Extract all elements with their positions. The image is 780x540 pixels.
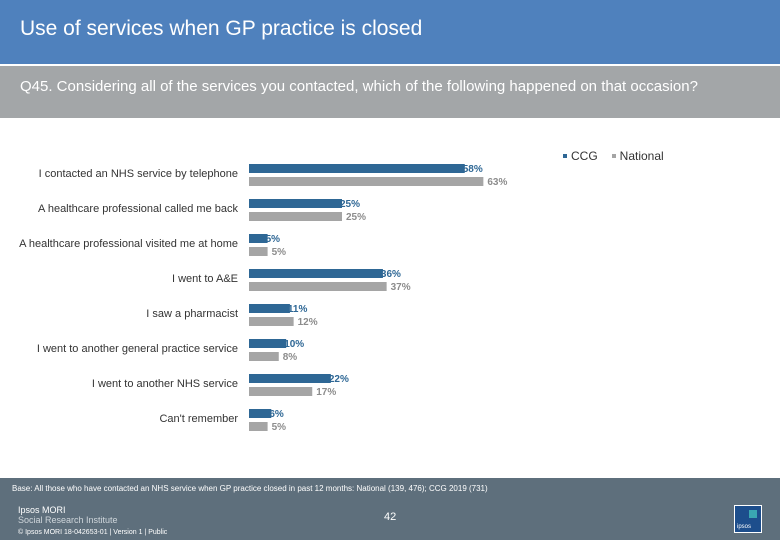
bar-ccg <box>249 339 287 348</box>
base-note: Base: All those who have contacted an NH… <box>12 484 488 493</box>
footer: Base: All those who have contacted an NH… <box>0 478 780 540</box>
bar-ccg <box>249 199 342 208</box>
ipsos-mori-logo: Ipsos MORI Social Research Institute <box>18 505 118 525</box>
page-title: Use of services when GP practice is clos… <box>20 17 423 40</box>
data-label-ccg: 5% <box>266 234 281 245</box>
bar-ccg <box>249 409 272 418</box>
data-label-ccg: 22% <box>329 374 349 385</box>
data-label-national: 5% <box>272 247 287 258</box>
logo-line-1: Ipsos MORI <box>18 505 66 515</box>
legend-swatch-ccg <box>563 154 567 158</box>
legend-item-ccg: CCG <box>563 149 598 163</box>
logo-mark-text: ipsos <box>737 524 752 530</box>
category-label: A healthcare professional visited me at … <box>19 238 238 250</box>
category-label: I went to another general practice servi… <box>37 343 238 355</box>
data-label-national: 5% <box>272 422 287 433</box>
data-label-ccg: 6% <box>269 409 284 420</box>
chart-legend: CCG National <box>563 149 664 163</box>
data-label-national: 12% <box>298 317 318 328</box>
legend-label-national: National <box>619 149 664 163</box>
ipsos-logo-icon: ipsos <box>734 505 762 533</box>
data-label-national: 17% <box>316 387 336 398</box>
data-label-national: 37% <box>391 282 411 293</box>
data-label-ccg: 25% <box>340 199 360 210</box>
bar-national <box>249 422 268 431</box>
title-bar: Use of services when GP practice is clos… <box>0 0 780 64</box>
legend-item-national: National <box>611 149 664 163</box>
data-label-ccg: 11% <box>288 304 308 315</box>
bar-national <box>249 352 279 361</box>
data-label-ccg: 10% <box>284 339 304 350</box>
data-label-national: 25% <box>346 212 366 223</box>
legend-swatch-national <box>611 154 616 158</box>
bar-national <box>249 282 387 291</box>
bar-national <box>249 212 342 221</box>
bar-ccg <box>249 234 268 243</box>
data-label-national: 63% <box>487 177 507 188</box>
bar-ccg <box>249 164 465 173</box>
category-label: Can't remember <box>159 413 238 425</box>
category-label: I contacted an NHS service by telephone <box>39 168 238 180</box>
data-label-ccg: 58% <box>463 164 483 175</box>
bar-national <box>249 387 313 396</box>
bar-chart: I contacted an NHS service by telephone 5… <box>19 164 507 433</box>
bar-ccg <box>249 374 331 383</box>
bar-national <box>249 247 268 256</box>
question-text: Q45. Considering all of the services you… <box>20 78 698 95</box>
bar-ccg <box>249 269 383 278</box>
logo-accent <box>749 510 757 518</box>
category-label: I went to another NHS service <box>92 378 238 390</box>
bar-national <box>249 317 294 326</box>
category-label: A healthcare professional called me back <box>38 203 238 215</box>
logo-line-2: Social Research Institute <box>18 515 118 525</box>
legend-label-ccg: CCG <box>571 149 598 163</box>
bar-national <box>249 177 484 186</box>
question-bar: Q45. Considering all of the services you… <box>0 66 780 118</box>
data-label-ccg: 36% <box>381 269 401 280</box>
data-label-national: 8% <box>283 352 298 363</box>
page-number: 42 <box>384 511 397 523</box>
bar-ccg <box>249 304 290 313</box>
category-label: I went to A&E <box>172 273 238 285</box>
copyright-text: © Ipsos MORI 18-042653-01 | Version 1 | … <box>18 529 168 536</box>
category-label: I saw a pharmacist <box>146 308 238 320</box>
